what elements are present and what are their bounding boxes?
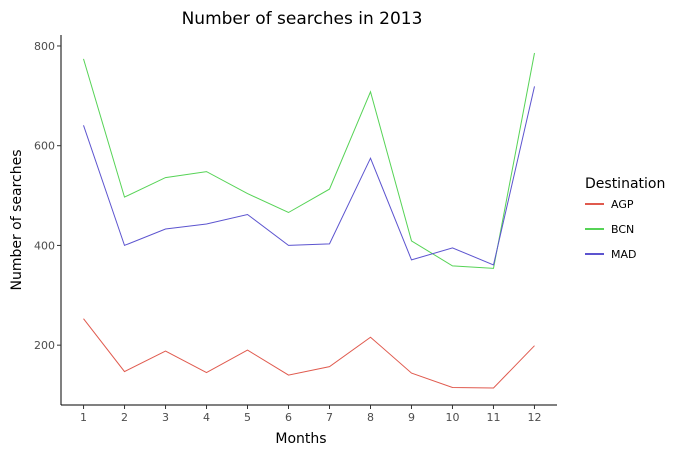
x-tick-label: 8 [367,411,374,424]
x-axis-ticks: 1 2 3 4 5 6 7 8 9 10 11 12 [80,405,541,424]
x-tick-label: 4 [203,411,210,424]
x-tick-label: 7 [326,411,333,424]
y-tick-label: 600 [34,140,55,153]
x-axis-title: Months [275,431,326,447]
chart-title: Number of searches in 2013 [182,9,423,29]
y-tick-label: 400 [34,239,55,252]
y-tick-label: 800 [34,40,55,53]
y-axis-title: Number of searches [9,149,25,290]
chart-axes [60,35,557,406]
series-line-agp [83,318,535,389]
x-tick-label: 5 [244,411,251,424]
x-tick-label: 10 [445,411,459,424]
x-tick-label: 1 [80,411,87,424]
x-tick-label: 12 [527,411,541,424]
legend-label-agp: AGP [611,198,634,211]
legend-label-bcn: BCN [611,223,634,236]
legend: Destination AGP BCN MAD [585,176,665,261]
x-tick-label: 11 [486,411,500,424]
series-line-bcn [83,52,535,269]
series-line-mad [83,86,535,266]
legend-title: Destination [585,176,665,192]
chart-series [83,52,535,389]
y-axis-ticks: 200 400 600 800 [34,40,61,352]
legend-label-mad: MAD [611,248,637,261]
y-tick-label: 200 [34,339,55,352]
x-tick-label: 9 [408,411,415,424]
x-tick-label: 3 [162,411,169,424]
x-tick-label: 2 [121,411,128,424]
legend-items: AGP BCN MAD [585,198,637,261]
x-tick-label: 6 [285,411,292,424]
